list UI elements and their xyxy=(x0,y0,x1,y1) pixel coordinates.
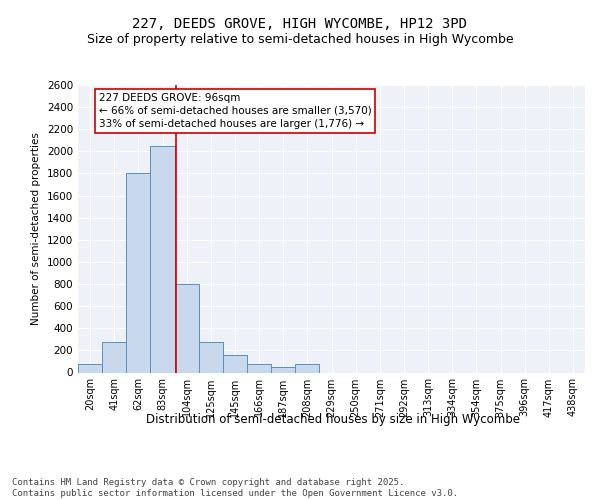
Bar xyxy=(78,364,102,372)
Text: Contains HM Land Registry data © Crown copyright and database right 2025.
Contai: Contains HM Land Registry data © Crown c… xyxy=(12,478,458,498)
Bar xyxy=(199,342,223,372)
Text: 227 DEEDS GROVE: 96sqm
← 66% of semi-detached houses are smaller (3,570)
33% of : 227 DEEDS GROVE: 96sqm ← 66% of semi-det… xyxy=(98,92,371,129)
Y-axis label: Number of semi-detached properties: Number of semi-detached properties xyxy=(31,132,41,325)
Bar xyxy=(295,364,319,372)
Bar xyxy=(223,355,247,372)
Bar xyxy=(151,146,175,372)
Bar xyxy=(102,342,126,372)
Bar xyxy=(271,367,295,372)
Bar xyxy=(247,364,271,372)
Text: Size of property relative to semi-detached houses in High Wycombe: Size of property relative to semi-detach… xyxy=(86,32,514,46)
Text: 227, DEEDS GROVE, HIGH WYCOMBE, HP12 3PD: 227, DEEDS GROVE, HIGH WYCOMBE, HP12 3PD xyxy=(133,18,467,32)
Bar xyxy=(126,174,151,372)
Text: Distribution of semi-detached houses by size in High Wycombe: Distribution of semi-detached houses by … xyxy=(146,412,520,426)
Bar xyxy=(175,284,199,372)
